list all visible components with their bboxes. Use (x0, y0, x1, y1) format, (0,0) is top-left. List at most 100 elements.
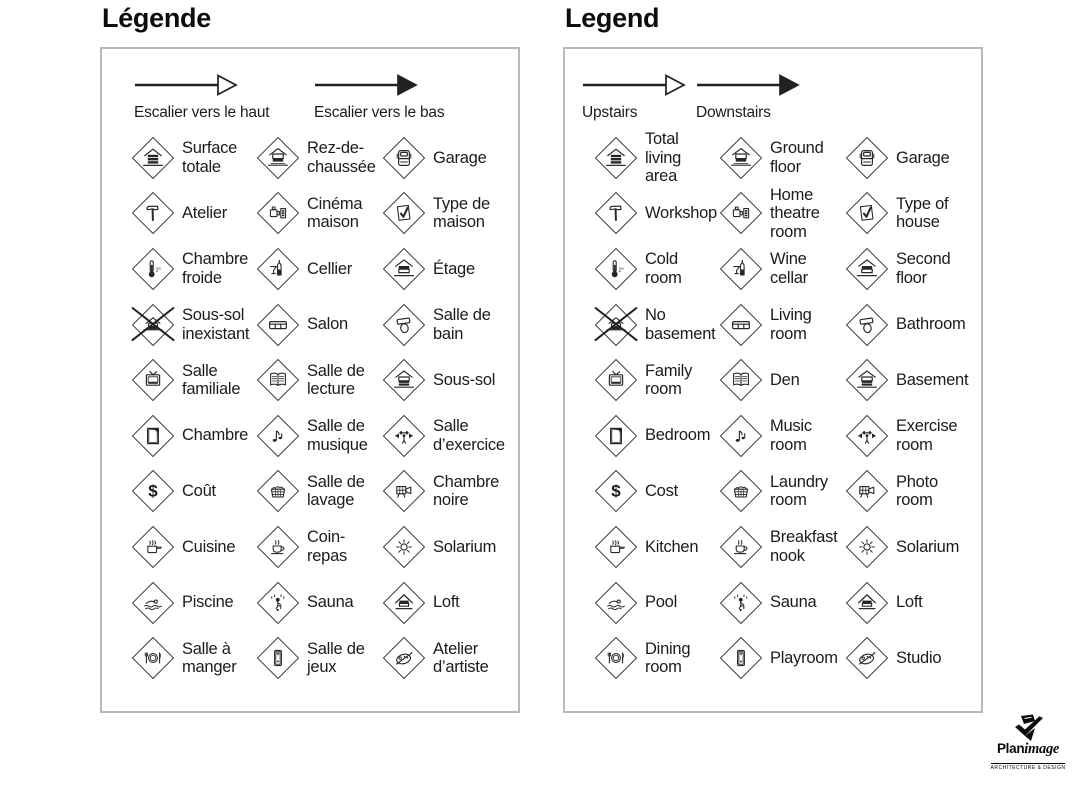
bedroom-icon (594, 414, 638, 458)
legend-item-label: Étage (433, 259, 475, 278)
legend-item-label: Chambre froide (182, 250, 249, 287)
solarium-icon (382, 525, 426, 569)
legend-panel-english: Upstairs Downstairs Total living area Grou… (563, 47, 983, 713)
legend-item-label: Garage (896, 148, 950, 167)
cost-icon (131, 469, 175, 513)
legend-item-label: Ground floor (770, 139, 824, 176)
den-icon (256, 358, 300, 402)
home-theatre-icon (256, 191, 300, 235)
legend-item: Type de maison (382, 186, 518, 242)
legend-item-label: Loft (433, 593, 460, 612)
legend-item: Salle de jeux (256, 630, 382, 686)
home-theatre-icon (719, 191, 763, 235)
hollow-arrow-icon (135, 74, 238, 96)
legend-item: Wine cellar (719, 241, 845, 297)
legend-item: Solarium (845, 519, 981, 575)
legend-item: Den (719, 352, 845, 408)
laundry-room-icon (256, 469, 300, 513)
legend-item-label: Salon (307, 315, 348, 334)
studio-icon (845, 636, 889, 680)
legend-item: Breakfast nook (719, 519, 845, 575)
legend-item-label: Second floor (896, 250, 951, 287)
legend-item: Chambre noire (382, 464, 518, 520)
legend-item: Home theatre room (719, 186, 845, 242)
legend-grid-english: Total living area Ground floor Garage Works… (594, 130, 981, 686)
loft-icon (845, 581, 889, 625)
legend-item: Type of house (845, 186, 981, 242)
legend-item-label: Workshop (645, 204, 717, 223)
legend-item-label: Exercise room (896, 417, 958, 454)
second-floor-icon (845, 247, 889, 291)
legend-item: Salle de bain (382, 297, 518, 353)
garage-icon (382, 136, 426, 180)
legend-item: Rez-de- chaussée (256, 130, 382, 186)
legend-item: Cold room (594, 241, 719, 297)
legend-item-label: Den (770, 370, 800, 389)
playroom-icon (719, 636, 763, 680)
cold-room-icon (131, 247, 175, 291)
legend-item: Salon (256, 297, 382, 353)
legend-item: Garage (845, 130, 981, 186)
sauna-icon (256, 581, 300, 625)
bathroom-icon (845, 303, 889, 347)
legend-item: Chambre froide (131, 241, 256, 297)
family-room-icon (131, 358, 175, 402)
legend-item-label: Atelier d’artiste (433, 639, 489, 677)
legend-item-label: Sous-sol inexistant (182, 305, 250, 343)
legend-item-label: Solarium (433, 537, 497, 556)
legend-item-label: Garage (433, 148, 487, 167)
second-floor-icon (382, 247, 426, 291)
legend-item: Dining room (594, 630, 719, 686)
legend-item-label: Cinéma maison (307, 194, 363, 232)
legend-item: Basement (845, 352, 981, 408)
legend-item: Sous-sol inexistant (131, 297, 256, 353)
bedroom-icon (131, 414, 175, 458)
legend-item: Workshop (594, 186, 719, 242)
legend-item: Second floor (845, 241, 981, 297)
legend-item: Living room (719, 297, 845, 353)
legend-item-label: Laundry room (770, 472, 828, 510)
dining-room-icon (131, 636, 175, 680)
cold-room-icon (594, 247, 638, 291)
legend-item-label: Photo room (896, 472, 938, 510)
exercise-room-icon (382, 414, 426, 458)
legend-item-label: Bathroom (896, 315, 966, 334)
legend-item-label: Salle familiale (182, 361, 241, 399)
type-of-house-icon (845, 191, 889, 235)
pool-icon (131, 581, 175, 625)
legend-item: Piscine (131, 575, 256, 631)
bathroom-icon (382, 303, 426, 347)
legend-item-label: Salle de musique (307, 417, 368, 454)
legend-item: Laundry room (719, 464, 845, 520)
legend-item: Photo room (845, 464, 981, 520)
workshop-icon (131, 191, 175, 235)
planimage-logo: Planimage ARCHITECTURE & DESIGN (982, 714, 1074, 774)
legend-item: Salle de lecture (256, 352, 382, 408)
legend-item: Playroom (719, 630, 845, 686)
legend-item-label: Family room (645, 361, 693, 399)
arrow-label: Upstairs (582, 104, 638, 121)
planimage-brand: Planimage (982, 742, 1074, 757)
exercise-room-icon (845, 414, 889, 458)
legend-item: Sauna (719, 575, 845, 631)
legend-item-label: Salle de lavage (307, 472, 365, 510)
photo-room-icon (382, 469, 426, 513)
legend-item: Studio (845, 630, 981, 686)
legend-item: No basement (594, 297, 719, 353)
stairs-up-arrow: Upstairs (582, 73, 687, 122)
legend-panel-french: Escalier vers le haut Escalier vers le ba… (100, 47, 520, 713)
ground-floor-icon (719, 136, 763, 180)
legend-item-label: Living room (770, 305, 812, 343)
legend-item: Music room (719, 408, 845, 464)
arrow-label: Escalier vers le haut (134, 104, 270, 121)
legend-item-label: Cellier (307, 259, 353, 278)
legend-item-label: Salle de bain (433, 305, 491, 343)
wine-cellar-icon (256, 247, 300, 291)
legend-item-label: Basement (896, 370, 969, 389)
legend-item-label: Sous-sol (433, 370, 496, 389)
legend-item-label: Pool (645, 593, 678, 612)
legend-item-label: Music room (770, 417, 812, 454)
solarium-icon (845, 525, 889, 569)
legend-item: Coin- repas (256, 519, 382, 575)
legend-item-label: Loft (896, 593, 923, 612)
